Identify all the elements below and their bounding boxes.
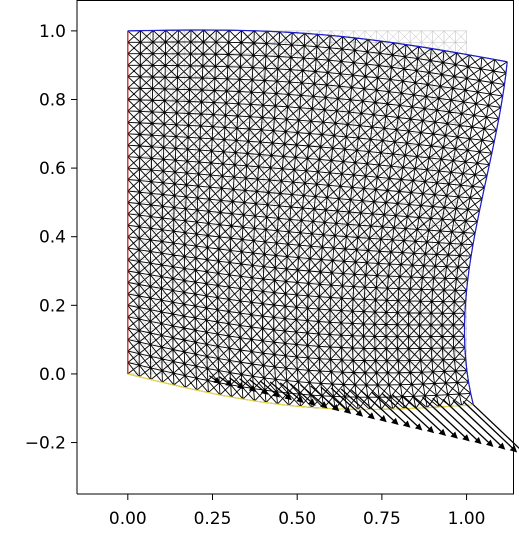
x-tick-label: 0.75 [363, 509, 401, 529]
deformed-mesh-lines [128, 30, 507, 409]
traction-arrow [402, 395, 444, 434]
traction-arrow [392, 394, 433, 432]
x-tick-label: 0.50 [278, 509, 316, 529]
deformed-mesh [128, 30, 507, 409]
y-tick-label: 1.0 [39, 22, 66, 42]
x-tick-label: 0.00 [109, 509, 147, 529]
x-tick-label: 0.25 [194, 509, 232, 529]
y-tick-label: 0.2 [39, 296, 66, 316]
y-tick-label: 0.0 [39, 365, 66, 385]
y-tick-label: −0.2 [25, 434, 66, 454]
y-tick-label: 0.4 [39, 228, 66, 248]
y-tick-label: 0.8 [39, 90, 66, 110]
y-tick-label: 0.6 [39, 159, 66, 179]
axes: 0.00 0.25 0.50 0.75 1.00 −0.2 0.0 0.2 0.4 0.6 0.8 1… [25, 0, 514, 529]
x-tick-label: 1.00 [448, 509, 486, 529]
